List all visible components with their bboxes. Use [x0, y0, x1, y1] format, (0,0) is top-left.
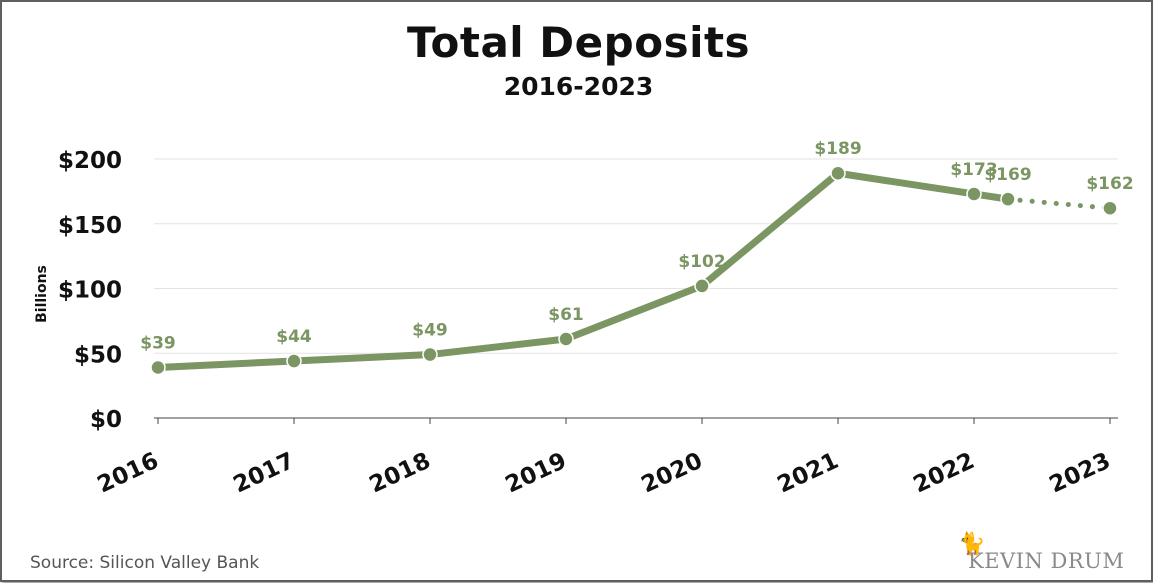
- data-point: [1000, 191, 1016, 207]
- x-tick-label: 2018: [366, 448, 435, 499]
- y-tick-label: $0: [90, 407, 122, 433]
- y-tick-label: $150: [58, 213, 122, 239]
- data-point: [830, 165, 846, 181]
- data-point: [558, 331, 574, 347]
- data-point: [966, 186, 982, 202]
- y-tick-label: $100: [58, 278, 122, 304]
- x-tick-label: 2022: [910, 448, 979, 499]
- x-tick-label: 2017: [230, 448, 299, 499]
- y-tick-label: $50: [74, 342, 122, 368]
- y-axis-label: Billions: [34, 265, 50, 323]
- series-segment: [698, 169, 842, 290]
- data-label: $102: [678, 252, 725, 272]
- cat-icon: 🐈: [958, 532, 986, 557]
- data-label: $44: [276, 327, 312, 347]
- data-label: $39: [140, 333, 176, 353]
- x-tick-label: 2023: [1046, 448, 1115, 499]
- data-point: [150, 359, 166, 376]
- chart-title: Total Deposits: [406, 18, 751, 67]
- data-point: [422, 346, 438, 363]
- data-point: [286, 353, 302, 369]
- y-tick-label: $200: [58, 148, 122, 174]
- x-tick-label: 2020: [638, 448, 707, 499]
- data-label: $61: [548, 305, 584, 325]
- chart-subtitle: 2016-2023: [503, 72, 654, 101]
- data-label: $162: [1086, 174, 1133, 194]
- source-note: Source: Silicon Valley Bank: [30, 553, 260, 573]
- x-tick-label: 2021: [774, 448, 843, 499]
- series-segment: [154, 357, 298, 371]
- series-segment: [426, 335, 570, 359]
- series-segment-dotted: [1005, 196, 1113, 211]
- data-point: [694, 278, 710, 294]
- data-label: $169: [984, 165, 1031, 185]
- logo-text: KEVIN DRUM: [968, 549, 1125, 573]
- series-segment: [290, 351, 434, 365]
- x-tick-label: 2016: [94, 448, 163, 499]
- series-segment: [562, 282, 706, 343]
- kevin-drum-logo: 🐈 KEVIN DRUM: [948, 532, 1138, 576]
- x-tick-label: 2019: [502, 448, 571, 499]
- data-label: $49: [412, 321, 448, 341]
- data-label: $173: [950, 160, 997, 180]
- data-point: [1102, 200, 1118, 216]
- series-segment: [834, 169, 978, 198]
- data-label: $189: [814, 139, 861, 159]
